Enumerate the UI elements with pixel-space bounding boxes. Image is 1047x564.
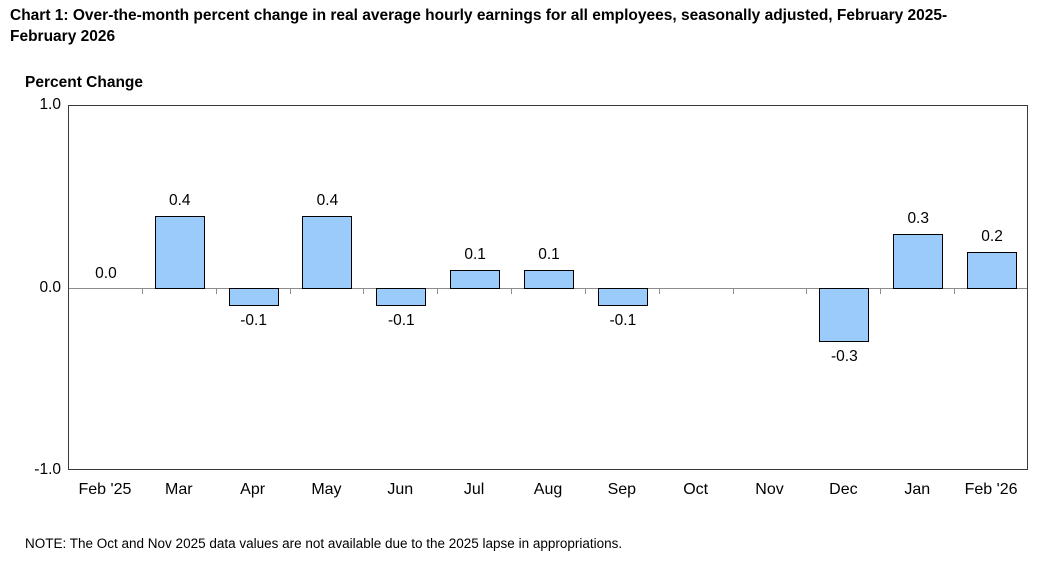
y-tick-label: -1.0 [34,461,61,478]
bar-feb-26 [967,252,1018,289]
x-tick-label-mar: Mar [164,481,193,498]
x-axis-tick [954,288,956,294]
x-tick-label-may: May [311,481,342,498]
bar-value-label: 0.2 [981,228,1003,245]
bar-value-label: -0.1 [609,311,637,329]
x-axis-tick [732,288,734,294]
x-tick-label-aug: Aug [533,481,563,498]
x-tick-label-apr: Apr [240,481,266,498]
bar-value-label: 0.4 [316,191,339,209]
bar-value-label: -0.3 [831,348,858,366]
x-axis-tick [437,288,439,294]
x-axis-labels: Feb '25 Mar Apr May Jun Jul Aug Sep Oct Nov Dec Jan… [68,480,1028,502]
x-axis-tick [880,288,882,294]
x-axis-tick [584,288,586,294]
y-tick-label: 0.0 [39,278,61,296]
bar-value-label: 0.4 [168,191,191,209]
bar-mar [154,215,205,289]
bar-value-label: -0.1 [387,311,415,329]
x-tick-label-feb-26: Feb '26 [964,481,1018,498]
x-tick-label-jun: Jun [387,481,414,498]
y-axis-title: Percent Change [25,74,144,91]
plot-area: 0.0 0.4 -0.1 0.4 -0.1 0.1 0.1 -0.1 -0.3 0.3 0.2 [68,105,1028,470]
bar-sep [597,287,648,306]
bar-jul [450,270,501,289]
x-tick-label-dec: Dec [829,481,858,498]
bar-value-label: 0.3 [907,209,929,227]
x-axis-tick [289,288,291,294]
bar-apr [228,287,279,306]
bar-value-label: 0.1 [464,246,486,264]
x-axis-tick [141,288,143,294]
y-tick-label: 1.0 [39,96,61,113]
x-tick-label-nov: Nov [755,481,784,498]
bar-may [302,215,353,289]
chart-note: NOTE: The Oct and Nov 2025 data values a… [25,536,623,551]
bar-jan [893,233,944,289]
x-axis-tick [363,288,365,294]
bar-jun [376,287,427,306]
bar-value-label: 0.0 [95,264,117,282]
x-axis-tick [658,288,660,294]
bar-aug [524,270,574,289]
chart-title: Chart 1: Over-the-month percent change i… [10,7,948,45]
x-tick-label-jul: Jul [463,481,485,498]
x-tick-label-sep: Sep [607,481,637,498]
x-tick-label-oct: Oct [683,481,709,498]
bar-value-label: 0.1 [538,246,560,264]
x-tick-label-feb-25: Feb '25 [78,481,132,498]
x-axis-tick [215,288,217,294]
bar-value-label: -0.1 [240,311,267,329]
x-axis-tick [511,288,513,294]
x-tick-label-jan: Jan [904,481,931,498]
bar-dec [819,287,870,343]
x-axis-tick [806,288,808,294]
